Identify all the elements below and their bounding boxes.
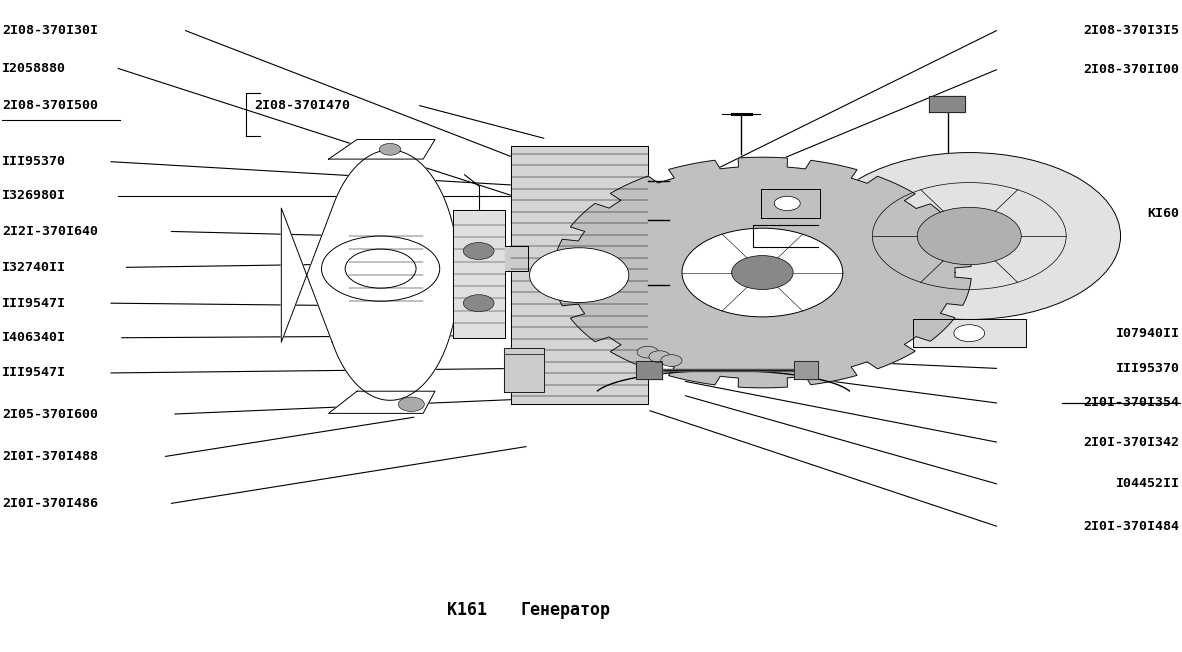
- Polygon shape: [511, 146, 648, 404]
- Text: 2I08-370I3I5: 2I08-370I3I5: [1084, 24, 1180, 37]
- Polygon shape: [281, 150, 459, 400]
- Circle shape: [954, 325, 985, 342]
- Polygon shape: [929, 96, 965, 112]
- Text: III95370: III95370: [1116, 362, 1180, 375]
- Polygon shape: [761, 189, 820, 218]
- Polygon shape: [329, 391, 435, 413]
- Circle shape: [463, 243, 494, 259]
- Polygon shape: [794, 361, 818, 379]
- Polygon shape: [329, 140, 435, 159]
- Polygon shape: [913, 319, 1026, 347]
- Text: 2I08-370I470: 2I08-370I470: [254, 99, 350, 112]
- Text: 2I08-370I500: 2I08-370I500: [2, 99, 98, 112]
- Text: I406340I: I406340I: [2, 331, 66, 344]
- Text: 2I05-370I600: 2I05-370I600: [2, 408, 98, 421]
- Text: 2I2I-370I640: 2I2I-370I640: [2, 225, 98, 238]
- Circle shape: [774, 196, 800, 211]
- Text: 2I0I-370I486: 2I0I-370I486: [2, 497, 98, 510]
- Text: 2I0I-370I354: 2I0I-370I354: [1084, 396, 1180, 409]
- Text: I2058880: I2058880: [2, 62, 66, 75]
- Polygon shape: [504, 348, 544, 392]
- Text: К161: К161: [447, 600, 487, 619]
- Text: 2I0I-370I484: 2I0I-370I484: [1084, 520, 1180, 533]
- Text: КI60: КI60: [1148, 207, 1180, 220]
- Circle shape: [530, 248, 629, 303]
- Text: III95370: III95370: [2, 155, 66, 168]
- Polygon shape: [505, 246, 528, 271]
- Circle shape: [917, 207, 1021, 265]
- Text: I04452II: I04452II: [1116, 477, 1180, 490]
- Text: III9547I: III9547I: [2, 366, 66, 379]
- Polygon shape: [453, 210, 505, 338]
- Circle shape: [463, 295, 494, 312]
- Circle shape: [661, 355, 682, 366]
- Text: 2I08-370I30I: 2I08-370I30I: [2, 24, 98, 37]
- Polygon shape: [553, 157, 972, 388]
- Circle shape: [398, 397, 424, 411]
- Text: 2I08-370II00: 2I08-370II00: [1084, 63, 1180, 76]
- Circle shape: [379, 143, 401, 155]
- Text: I326980I: I326980I: [2, 189, 66, 202]
- Polygon shape: [636, 361, 662, 379]
- Text: I32740II: I32740II: [2, 261, 66, 274]
- Text: I07940II: I07940II: [1116, 327, 1180, 340]
- Text: Генератор: Генератор: [520, 600, 610, 619]
- Circle shape: [682, 228, 843, 317]
- Text: 2I0I-370I342: 2I0I-370I342: [1084, 436, 1180, 449]
- Circle shape: [818, 153, 1121, 319]
- Circle shape: [649, 351, 670, 363]
- Text: III9547I: III9547I: [2, 297, 66, 310]
- Circle shape: [732, 256, 793, 289]
- Circle shape: [637, 346, 658, 358]
- Text: 2I0I-370I488: 2I0I-370I488: [2, 450, 98, 463]
